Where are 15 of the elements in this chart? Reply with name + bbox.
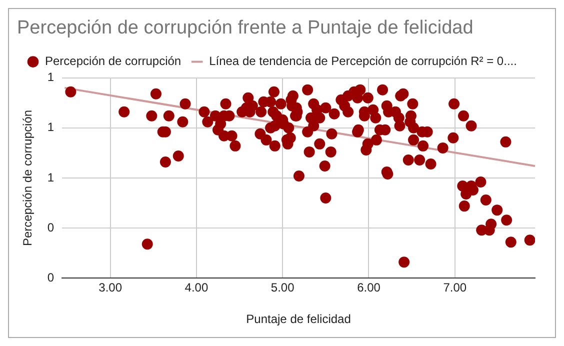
x-tick-label: 5.00 [270, 280, 295, 295]
y-tick-label: 1 [47, 70, 54, 84]
y-tick-label: 0 [47, 270, 54, 285]
y-tick-label: 1 [47, 120, 54, 134]
x-tick-label: 3.00 [98, 280, 122, 295]
y-axis-title: Percepción de corrupción [20, 110, 35, 246]
x-tick-label: 7.00 [443, 280, 467, 295]
y-tick-label: 0 [47, 220, 54, 234]
y-tick-label: 1 [47, 170, 54, 184]
x-tick-label: 4.00 [184, 280, 208, 295]
legend-label: Percepción de corrupción [45, 54, 182, 68]
x-tick-label: 6.00 [357, 280, 381, 295]
x-axis-title: Puntaje de felicidad [246, 312, 351, 326]
chart-title: Percepción de corrupción frente a Puntaje de felicidad [17, 18, 474, 39]
legend-label: Línea de tendencia de Percepción de corrupción R² = 0.... [209, 54, 517, 68]
